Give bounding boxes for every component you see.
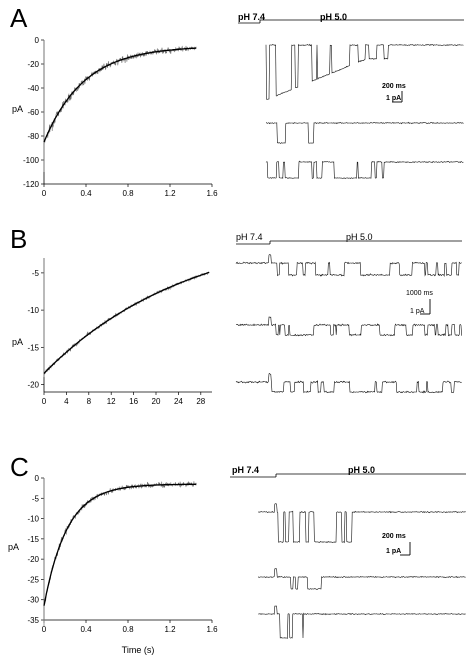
y-tick-label: -25 bbox=[27, 575, 39, 584]
y-tick-label: -60 bbox=[27, 108, 39, 117]
panel-label-a: A bbox=[10, 3, 28, 33]
y-tick-label: -15 bbox=[27, 343, 39, 352]
y-tick-label: -20 bbox=[27, 60, 39, 69]
panel-a-scalebar-time: 200 ms bbox=[382, 83, 406, 90]
y-tick-label: -5 bbox=[32, 494, 40, 503]
channel-trace bbox=[236, 316, 462, 337]
current-trace bbox=[43, 480, 197, 606]
panel-c-ylabel: pA bbox=[8, 542, 19, 552]
x-tick-label: 0.4 bbox=[80, 625, 92, 634]
x-tick-label: 0.8 bbox=[122, 625, 134, 634]
channel-trace bbox=[257, 568, 466, 590]
y-tick-label: -10 bbox=[27, 306, 39, 315]
x-tick-label: 0.8 bbox=[122, 189, 134, 198]
x-tick-label: 0.4 bbox=[80, 189, 92, 198]
x-tick-label: 12 bbox=[107, 397, 116, 406]
channel-trace bbox=[257, 503, 466, 544]
x-tick-label: 24 bbox=[174, 397, 183, 406]
y-tick-label: -30 bbox=[27, 596, 39, 605]
x-tick-label: 0 bbox=[42, 625, 47, 634]
panel-a-ylabel: pA bbox=[12, 104, 23, 114]
panel-b-scalebar-current: 1 pA bbox=[410, 308, 425, 315]
x-tick-label: 1.2 bbox=[164, 189, 176, 198]
fit-curve bbox=[43, 483, 197, 606]
panel-b-ylabel: pA bbox=[12, 337, 23, 347]
y-tick-label: 0 bbox=[35, 474, 40, 483]
y-tick-label: -120 bbox=[23, 180, 40, 189]
panel-b-ph74-label: pH 7.4 bbox=[236, 232, 263, 242]
x-tick-label: 28 bbox=[196, 397, 205, 406]
panel-c-ph74-label: pH 7.4 bbox=[232, 465, 259, 475]
y-tick-label: -10 bbox=[27, 515, 39, 524]
panel-b-traces: pH 7.4 pH 5.0 1000 ms 1 pA bbox=[235, 232, 462, 394]
channel-trace bbox=[258, 605, 466, 640]
y-tick-label: -35 bbox=[27, 616, 39, 625]
channel-trace bbox=[265, 43, 464, 100]
panel-b-ph50-label: pH 5.0 bbox=[346, 232, 373, 242]
y-tick-label: -20 bbox=[27, 555, 39, 564]
panel-c-scalebar-time: 200 ms bbox=[382, 533, 406, 540]
x-tick-label: 20 bbox=[152, 397, 161, 406]
panel-a-scalebar-current: 1 pA bbox=[386, 95, 401, 102]
panel-c-traces: pH 7.4 pH 5.0 200 ms 1 pA bbox=[230, 465, 466, 640]
x-tick-label: 1.6 bbox=[206, 189, 218, 198]
panel-c-xlabel: Time (s) bbox=[122, 645, 155, 655]
fit-curve bbox=[43, 271, 210, 374]
fit-curve bbox=[43, 47, 197, 143]
panel-c-ph50-label: pH 5.0 bbox=[348, 465, 375, 475]
channel-trace bbox=[265, 160, 464, 179]
panel-label-b: B bbox=[10, 224, 27, 254]
x-tick-label: 0 bbox=[42, 397, 47, 406]
x-tick-label: 8 bbox=[87, 397, 92, 406]
channel-trace bbox=[235, 254, 462, 278]
panel-b-plot: -5 -10 -15 -200 4 8 12 16 20 24 28 bbox=[27, 258, 212, 406]
panel-a-traces: pH 7.4 pH 5.0 200 ms 1 pA bbox=[238, 12, 464, 179]
x-tick-label: 4 bbox=[64, 397, 69, 406]
panel-a-ph74-label: pH 7.4 bbox=[238, 12, 265, 22]
y-tick-label: -15 bbox=[27, 535, 39, 544]
y-tick-label: -80 bbox=[27, 132, 39, 141]
channel-trace bbox=[265, 121, 464, 144]
current-trace bbox=[43, 271, 210, 375]
y-tick-label: -5 bbox=[32, 269, 40, 278]
x-tick-label: 1.6 bbox=[206, 625, 218, 634]
y-tick-label: -20 bbox=[27, 381, 39, 390]
panel-c-plot: 0-5-10-15-20-25-30-350 0.4 0.8 1.2 1.6 bbox=[27, 474, 218, 634]
x-tick-label: 0 bbox=[42, 189, 47, 198]
y-tick-label: 0 bbox=[35, 36, 40, 45]
channel-trace bbox=[235, 372, 462, 394]
panel-a-ph50-label: pH 5.0 bbox=[320, 12, 347, 22]
y-tick-label: -40 bbox=[27, 84, 39, 93]
x-tick-label: 1.2 bbox=[164, 625, 176, 634]
y-tick-label: -100 bbox=[23, 156, 40, 165]
panel-label-c: C bbox=[10, 452, 29, 482]
panel-b-scalebar-time: 1000 ms bbox=[406, 290, 433, 297]
panel-c-scalebar-current: 1 pA bbox=[386, 548, 401, 555]
x-tick-label: 16 bbox=[129, 397, 138, 406]
